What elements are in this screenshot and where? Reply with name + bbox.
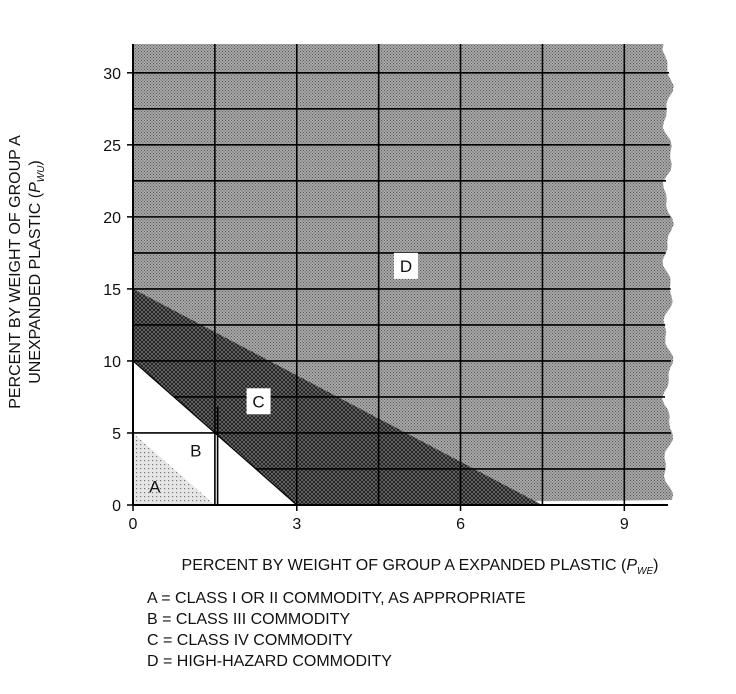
y-tick-label: 15 (103, 282, 121, 299)
region-label-text: C (252, 392, 264, 411)
y-axis-title-line1: PERCENT BY WEIGHT OF GROUP A (7, 135, 24, 409)
boundary-line-c-lower (132, 360, 298, 506)
legend: A = CLASS I OR II COMMODITY, AS APPROPRI… (147, 588, 526, 672)
region-label-box (246, 388, 271, 415)
region-label-box (393, 252, 418, 279)
chart-canvas: A B C D 0 3 6 9 0 5 10 15 20 25 30 PERCENT BY WEIGHT … (7, 44, 674, 577)
region-label-c: C (246, 388, 271, 415)
x-axis-title: PERCENT BY WEIGHT OF GROUP A EXPANDED PL… (182, 557, 659, 577)
legend-entry-c: C = CLASS IV COMMODITY (147, 632, 353, 649)
y-tick-label: 20 (103, 210, 121, 227)
x-tick-label: 0 (129, 516, 138, 533)
y-tick-label: 5 (112, 426, 121, 443)
region-label-a: A (149, 477, 161, 496)
y-tick-label: 10 (103, 354, 121, 371)
y-tick-label: 25 (103, 138, 121, 155)
region-label-text: B (190, 441, 201, 460)
x-tick-label: 9 (620, 516, 629, 533)
region-a-fill (133, 432, 215, 505)
region-label-d: D (393, 252, 418, 279)
legend-entry-a: A = CLASS I OR II COMMODITY, AS APPROPRI… (147, 590, 526, 607)
x-tick-label: 6 (456, 516, 465, 533)
x-tick-label: 3 (292, 516, 301, 533)
ticks-layer: 0 3 6 9 0 5 10 15 20 25 30 (103, 66, 629, 533)
region-labels-layer: A B C D (149, 252, 418, 496)
legend-entry-b: B = CLASS III COMMODITY (147, 611, 351, 628)
region-label-text: A (149, 477, 161, 496)
region-label-b: B (190, 441, 201, 460)
y-tick-label: 30 (103, 66, 121, 83)
legend-entry-d: D = HIGH-HAZARD COMMODITY (147, 653, 392, 670)
y-axis-title-line2: UNEXPANDED PLASTIC (PWU) (27, 160, 47, 384)
region-label-text: D (400, 257, 412, 276)
y-tick-label: 0 (112, 498, 121, 515)
